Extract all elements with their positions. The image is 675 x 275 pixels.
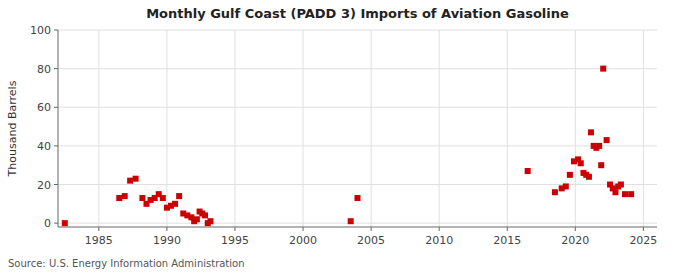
point bbox=[122, 193, 128, 199]
y-tick-label: 60 bbox=[37, 101, 51, 114]
point bbox=[612, 189, 618, 195]
point bbox=[207, 218, 213, 224]
x-tick-label: 2025 bbox=[629, 234, 657, 247]
x-tick-label: 2020 bbox=[561, 234, 589, 247]
y-grid-line bbox=[58, 223, 657, 224]
x-tick-label: 1985 bbox=[85, 234, 113, 247]
point bbox=[552, 189, 558, 195]
points bbox=[62, 66, 634, 227]
point bbox=[586, 174, 592, 180]
point bbox=[628, 191, 634, 197]
x-grid-line bbox=[98, 30, 99, 227]
point bbox=[525, 168, 531, 174]
y-grid-line bbox=[58, 145, 657, 146]
x-tick bbox=[166, 227, 167, 231]
y-tick bbox=[54, 223, 58, 224]
point bbox=[600, 66, 606, 72]
y-axis-label: Thousand Barrels bbox=[6, 80, 19, 177]
grid bbox=[58, 30, 657, 227]
x-grid-line bbox=[166, 30, 167, 227]
x-tick-label: 1995 bbox=[221, 234, 249, 247]
point bbox=[567, 172, 573, 178]
point bbox=[355, 195, 361, 201]
point bbox=[202, 212, 208, 218]
y-grid-line bbox=[58, 107, 657, 108]
x-tick bbox=[98, 227, 99, 231]
y-tick bbox=[54, 145, 58, 146]
y-tick-label: 100 bbox=[30, 24, 51, 37]
x-grid-line bbox=[234, 30, 235, 227]
y-tick-label: 0 bbox=[44, 217, 51, 230]
point bbox=[172, 201, 178, 207]
x-tick-label: 2005 bbox=[357, 234, 385, 247]
x-tick bbox=[234, 227, 235, 231]
x-tick bbox=[643, 227, 644, 231]
x-grid-line bbox=[439, 30, 440, 227]
y-tick bbox=[54, 30, 58, 31]
y-grid-line bbox=[58, 30, 657, 31]
x-tick-label: 2000 bbox=[289, 234, 317, 247]
point bbox=[139, 195, 145, 201]
point bbox=[618, 182, 624, 188]
point bbox=[160, 195, 166, 201]
x-grid-line bbox=[371, 30, 372, 227]
point bbox=[127, 178, 133, 184]
title: Monthly Gulf Coast (PADD 3) Imports of A… bbox=[146, 6, 569, 21]
x-grid-line bbox=[303, 30, 304, 227]
source: Source: U.S. Energy Information Administ… bbox=[8, 258, 245, 269]
y-tick-label: 20 bbox=[37, 179, 51, 192]
point bbox=[194, 216, 200, 222]
y-tick-label: 80 bbox=[37, 63, 51, 76]
point bbox=[133, 176, 139, 182]
point bbox=[598, 162, 604, 168]
y-tick-label: 40 bbox=[37, 140, 51, 153]
x-tick bbox=[507, 227, 508, 231]
y-tick bbox=[54, 107, 58, 108]
point bbox=[116, 195, 122, 201]
y-axis-line bbox=[58, 30, 59, 227]
y-tick bbox=[54, 68, 58, 69]
x-axis-line bbox=[58, 227, 657, 228]
point bbox=[578, 160, 584, 166]
x-grid-line bbox=[643, 30, 644, 227]
point bbox=[62, 220, 68, 226]
point bbox=[348, 218, 354, 224]
point bbox=[622, 191, 628, 197]
x-tick bbox=[575, 227, 576, 231]
axes: 0 20 40 60 80 100 1985 1990 1995 2000 2005 2010 2015… bbox=[30, 24, 657, 247]
point bbox=[604, 137, 610, 143]
x-tick-label: 2015 bbox=[493, 234, 521, 247]
x-tick bbox=[303, 227, 304, 231]
point bbox=[596, 143, 602, 149]
x-grid-line bbox=[575, 30, 576, 227]
x-grid-line bbox=[507, 30, 508, 227]
x-tick-label: 1990 bbox=[153, 234, 181, 247]
x-tick-label: 2010 bbox=[425, 234, 453, 247]
x-tick bbox=[371, 227, 372, 231]
chart: Monthly Gulf Coast (PADD 3) Imports of A… bbox=[0, 0, 675, 275]
x-tick bbox=[439, 227, 440, 231]
point bbox=[563, 183, 569, 189]
point bbox=[588, 129, 594, 135]
y-grid-line bbox=[58, 68, 657, 69]
point bbox=[176, 193, 182, 199]
y-tick bbox=[54, 184, 58, 185]
